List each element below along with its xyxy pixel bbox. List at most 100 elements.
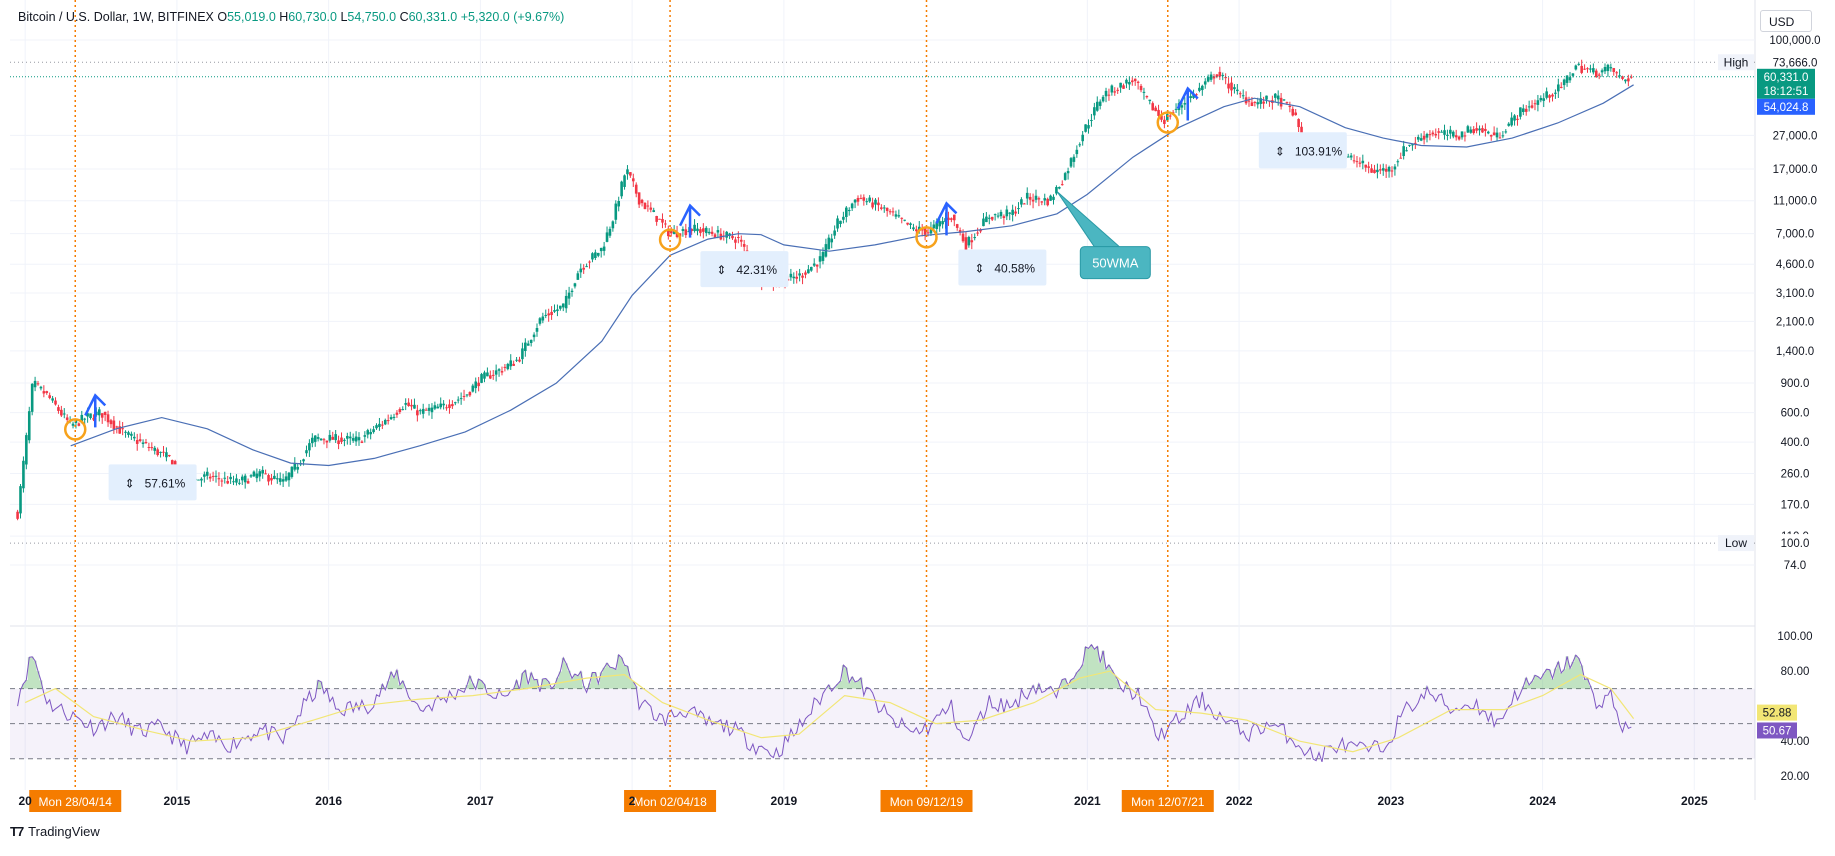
candle-body bbox=[319, 438, 323, 441]
candle-body bbox=[675, 232, 679, 237]
candle-body bbox=[287, 472, 291, 481]
candle-body bbox=[856, 197, 860, 202]
candle-body bbox=[1005, 209, 1009, 217]
candle-body bbox=[302, 459, 305, 462]
candle-body bbox=[1282, 99, 1286, 101]
candle-body bbox=[559, 305, 562, 309]
candle-body bbox=[882, 207, 886, 209]
price-tick-label: 260.0 bbox=[1781, 468, 1810, 480]
candle-body bbox=[1201, 85, 1204, 91]
candle-body bbox=[232, 481, 235, 483]
candle-body bbox=[1522, 108, 1525, 112]
candle-body bbox=[672, 230, 676, 235]
candle-body bbox=[1457, 136, 1461, 140]
candle-body bbox=[392, 416, 396, 418]
candle-body bbox=[1259, 98, 1262, 104]
tradingview-brand[interactable]: T7 TradingView bbox=[10, 824, 100, 839]
candle-body bbox=[687, 231, 691, 233]
candle-body bbox=[328, 434, 332, 441]
candle-body bbox=[258, 471, 262, 477]
candle-body bbox=[1352, 160, 1356, 162]
candle-body bbox=[1046, 198, 1049, 206]
candle-body bbox=[865, 201, 869, 203]
candle-body bbox=[935, 221, 939, 230]
candle-body bbox=[60, 409, 63, 416]
candle-body bbox=[1020, 199, 1023, 205]
candle-body bbox=[596, 252, 600, 256]
candle-body bbox=[859, 198, 863, 200]
candle-body bbox=[453, 402, 457, 404]
candle-body bbox=[1396, 161, 1400, 163]
candle-body bbox=[853, 199, 857, 203]
candle-body bbox=[489, 375, 492, 379]
candle-body bbox=[1233, 87, 1236, 90]
candle-body bbox=[952, 214, 956, 221]
candle-body bbox=[19, 486, 22, 514]
candle-body bbox=[1058, 187, 1061, 189]
candle-body bbox=[669, 231, 673, 234]
candle-body bbox=[1136, 81, 1140, 83]
candle-body bbox=[1361, 160, 1365, 164]
candle-body bbox=[220, 480, 224, 482]
candle-body bbox=[1078, 144, 1082, 146]
date-marker-label: Mon 12/07/21 bbox=[1131, 795, 1205, 809]
candle-body bbox=[850, 203, 854, 209]
rsi-value-tag: 52.88 bbox=[1763, 708, 1792, 720]
candle-body bbox=[634, 184, 638, 194]
candle-body bbox=[1565, 75, 1569, 83]
candle-body bbox=[27, 411, 31, 441]
candle-body bbox=[941, 221, 944, 225]
candle-body bbox=[1183, 103, 1187, 105]
candle-body bbox=[868, 197, 871, 202]
candle-body bbox=[22, 460, 25, 489]
candle-body bbox=[990, 216, 994, 220]
candle-body bbox=[1615, 72, 1618, 74]
candle-body bbox=[1539, 97, 1543, 101]
candle-body bbox=[1486, 131, 1490, 134]
candle-body bbox=[80, 414, 84, 423]
rsi-panel bbox=[10, 643, 1755, 763]
candle-body bbox=[474, 381, 478, 389]
date-marker-label: Mon 28/04/14 bbox=[39, 795, 113, 809]
candle-body bbox=[483, 372, 486, 379]
candle-body bbox=[1128, 82, 1131, 85]
candle-body bbox=[1238, 93, 1242, 95]
retest-circle bbox=[658, 228, 682, 251]
candle-body bbox=[322, 439, 326, 441]
ma-50w-line bbox=[70, 84, 1634, 467]
candle-body bbox=[1154, 107, 1157, 112]
candle-body bbox=[862, 197, 866, 201]
candle-body bbox=[664, 223, 667, 225]
candle-body bbox=[165, 452, 168, 458]
candle-body bbox=[1209, 74, 1213, 80]
candle-body bbox=[985, 216, 988, 223]
candle-body bbox=[599, 247, 603, 252]
candle-body bbox=[1285, 102, 1289, 104]
candle-body bbox=[36, 383, 40, 385]
price-tick-label: 74.0 bbox=[1784, 560, 1806, 572]
candle-body bbox=[351, 438, 355, 441]
candle-body bbox=[1198, 87, 1201, 91]
rally-arrow-icon bbox=[935, 201, 958, 236]
candle-body bbox=[1530, 105, 1534, 108]
candle-body bbox=[655, 216, 658, 222]
candle-body bbox=[1562, 79, 1566, 86]
ma-callout-pointer bbox=[1056, 191, 1121, 248]
candle-body bbox=[1524, 108, 1528, 112]
candle-body bbox=[1627, 78, 1630, 82]
candle-body bbox=[217, 478, 221, 480]
candle-body bbox=[1288, 105, 1292, 108]
candle-body bbox=[480, 374, 483, 383]
candle-body bbox=[398, 409, 402, 413]
candle-body bbox=[500, 371, 504, 373]
candle-body bbox=[1416, 136, 1420, 140]
candle-body bbox=[637, 192, 641, 205]
candle-body bbox=[1072, 156, 1076, 162]
currency-button[interactable]: USD bbox=[1760, 10, 1812, 32]
candle-body bbox=[407, 402, 410, 406]
price-tick-label: 2,100.0 bbox=[1776, 316, 1814, 328]
candle-body bbox=[1256, 102, 1260, 105]
candle-body bbox=[261, 469, 265, 474]
